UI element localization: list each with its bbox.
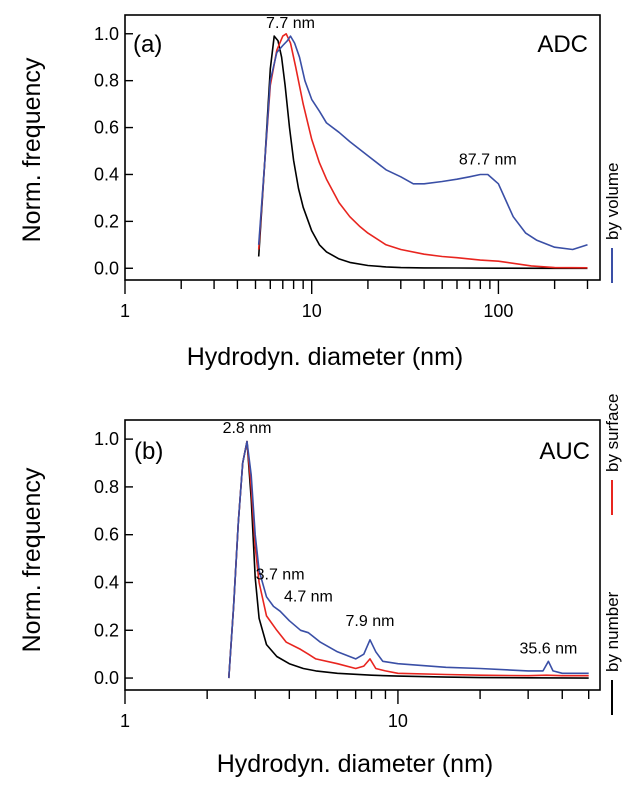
panel-b: Norm. frequency Hydrodyn. diameter (nm) … <box>18 419 601 778</box>
legend-label: by volume <box>603 163 622 240</box>
peak-annotation: 7.7 nm <box>266 15 315 32</box>
y-tick-label: 1.0 <box>94 24 119 44</box>
x-tick-label: 1 <box>120 711 130 731</box>
legend-item: by number <box>603 591 622 715</box>
x-tick-label: 10 <box>302 301 322 321</box>
y-tick-label: 0.0 <box>94 668 119 688</box>
legend-label: by surface <box>603 394 622 472</box>
plot-frame <box>124 419 601 691</box>
legend-item: by surface <box>603 394 622 515</box>
method-label: AUC <box>539 438 590 465</box>
peak-annotation: 7.9 nm <box>346 613 395 630</box>
y-tick-label: 0.0 <box>94 258 119 278</box>
peak-annotation: 87.7 nm <box>459 151 517 168</box>
plot-frame <box>124 14 601 281</box>
y-tick-label: 0.6 <box>94 525 119 545</box>
peak-annotation: 35.6 nm <box>520 640 578 657</box>
series-line-by-volume <box>257 35 588 251</box>
method-label: ADC <box>537 31 588 58</box>
series-line-by-volume <box>228 440 589 679</box>
y-axis-title: Norm. frequency <box>18 57 46 242</box>
legend-label: by number <box>603 591 622 672</box>
x-axis-title: Hydrodyn. diameter (nm) <box>187 343 463 371</box>
y-tick-label: 0.8 <box>94 71 119 91</box>
panel-a: Norm. frequency Hydrodyn. diameter (nm) … <box>18 14 601 371</box>
y-tick-label: 1.0 <box>94 429 119 449</box>
panel-label: (a) <box>133 31 162 58</box>
legend-item: by volume <box>603 163 622 283</box>
y-tick-label: 0.2 <box>94 211 119 231</box>
y-tick-label: 0.2 <box>94 620 119 640</box>
panel-label: (b) <box>134 438 163 465</box>
y-tick-label: 0.6 <box>94 118 119 138</box>
peak-annotation: 3.7 nm <box>256 567 305 584</box>
y-tick-label: 0.8 <box>94 477 119 497</box>
peak-annotation: 4.7 nm <box>284 588 333 605</box>
y-tick-label: 0.4 <box>94 164 119 184</box>
series-line-by-number <box>257 35 588 270</box>
legend: by number by surface by volume <box>603 163 622 715</box>
x-axis-title: Hydrodyn. diameter (nm) <box>217 750 493 778</box>
peak-annotation: 2.8 nm <box>223 420 272 437</box>
y-tick-label: 0.4 <box>94 572 119 592</box>
series-line-by-surface <box>257 32 588 269</box>
x-tick-label: 100 <box>483 301 513 321</box>
x-tick-label: 1 <box>120 301 130 321</box>
x-tick-label: 10 <box>388 711 408 731</box>
y-axis-title: Norm. frequency <box>18 467 46 652</box>
